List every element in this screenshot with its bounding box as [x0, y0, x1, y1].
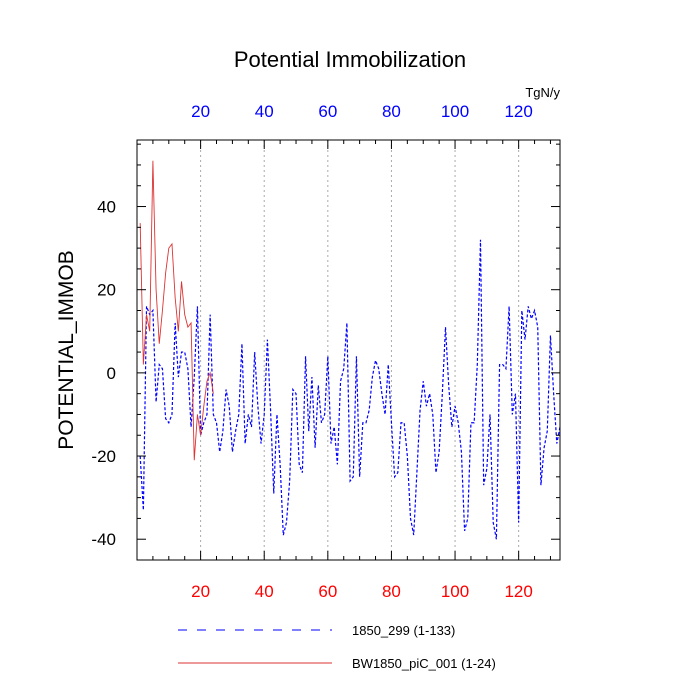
- chart-title: Potential Immobilization: [234, 47, 466, 72]
- x-tick-label-bottom: 60: [318, 582, 337, 601]
- x-tick-label-top: 120: [504, 102, 532, 121]
- x-tick-label-top: 100: [441, 102, 469, 121]
- y-axis-label: POTENTIAL_IMMOB: [55, 250, 78, 450]
- y-tick-label: 40: [97, 198, 116, 217]
- legend-label-1: 1850_299 (1-133): [352, 623, 455, 638]
- series-line-1: [139, 239, 561, 540]
- x-tick-label-bottom: 40: [255, 582, 274, 601]
- x-tick-label-bottom: 20: [191, 582, 210, 601]
- x-tick-label-top: 80: [382, 102, 401, 121]
- plot-frame: [136, 139, 561, 561]
- y-tick-label: 20: [97, 281, 116, 300]
- legend-label-2: BW1850_piC_001 (1-24): [352, 656, 496, 671]
- y-tick-label: 0: [107, 364, 116, 383]
- legend: 1850_299 (1-133) BW1850_piC_001 (1-24): [178, 623, 496, 671]
- series-line-2: [139, 160, 214, 461]
- y-tick-label: -40: [91, 530, 116, 549]
- x-tick-label-bottom: 120: [504, 582, 532, 601]
- grid-lines: [200, 140, 520, 560]
- x-tick-label-bottom: 80: [382, 582, 401, 601]
- x-tick-label-bottom: 100: [441, 582, 469, 601]
- x-tick-label-top: 40: [255, 102, 274, 121]
- y-tick-label: -20: [91, 447, 116, 466]
- units-label: TgN/y: [525, 85, 560, 100]
- axis-ticks: 20 20 40 40 60 60 80 80 100 100 120 120 40 20 0 -20 -40: [91, 102, 560, 601]
- x-tick-label-top: 20: [191, 102, 210, 121]
- series-group: [139, 160, 561, 540]
- x-tick-label-top: 60: [318, 102, 337, 121]
